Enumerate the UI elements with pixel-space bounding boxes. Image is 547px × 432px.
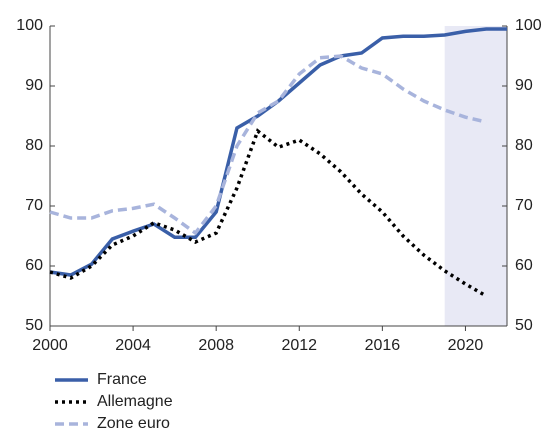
y2-tick-label: 80 <box>515 137 533 154</box>
y-tick-label: 50 <box>25 317 43 334</box>
y2-tick-label: 70 <box>515 197 533 214</box>
x-tick-label: 2008 <box>198 337 234 354</box>
y-tick-label: 70 <box>25 197 43 214</box>
y2-tick-label: 100 <box>515 17 542 34</box>
x-tick-label: 2004 <box>115 337 151 354</box>
y2-tick-label: 90 <box>515 77 533 94</box>
y2-tick-label: 50 <box>515 317 533 334</box>
x-tick-label: 2012 <box>281 337 317 354</box>
line-series <box>49 27 507 277</box>
y-tick-label: 60 <box>25 257 43 274</box>
x-tick-label: 2000 <box>32 337 68 354</box>
y-tick-label: 90 <box>25 77 43 94</box>
legend-label: Allemagne <box>97 393 173 410</box>
x-tick-label: 2016 <box>365 337 401 354</box>
legend-label: Zone euro <box>97 415 170 432</box>
y-tick-label: 100 <box>16 17 43 34</box>
forecast-shade <box>444 26 507 326</box>
legend-label: France <box>97 371 147 388</box>
y-tick-label: 80 <box>25 137 43 154</box>
line-series <box>49 54 487 236</box>
line-series <box>49 128 488 298</box>
x-tick-label: 2020 <box>448 337 484 354</box>
y2-tick-label: 60 <box>515 257 533 274</box>
